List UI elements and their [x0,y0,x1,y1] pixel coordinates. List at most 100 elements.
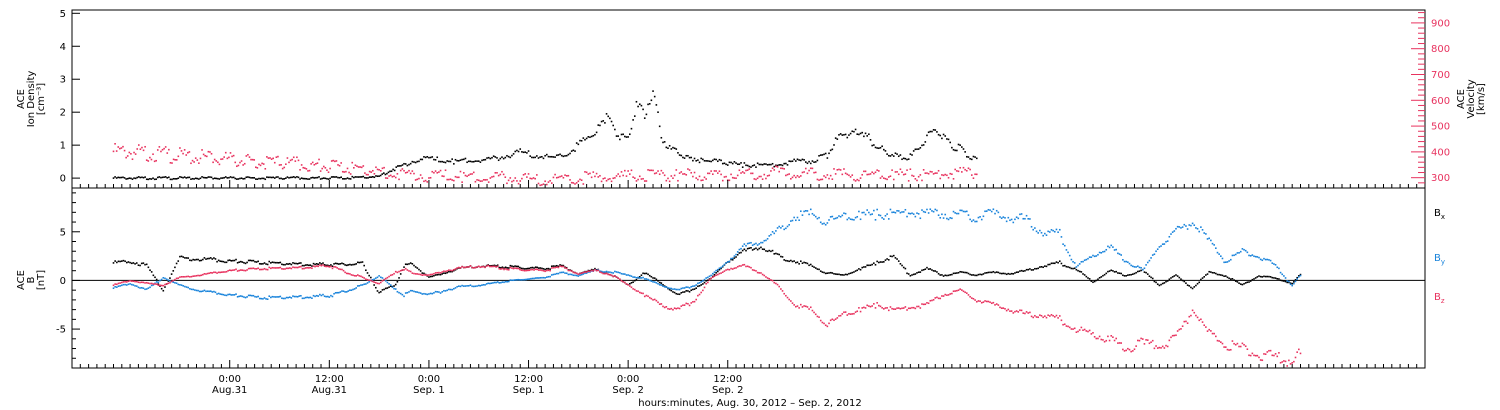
data-point [695,298,698,301]
data-point [582,183,585,185]
data-point [448,178,450,181]
data-point [492,265,494,268]
data-point [627,136,629,138]
data-point [985,210,988,212]
data-point [619,271,621,274]
data-point [633,177,636,179]
data-point [270,176,273,179]
data-point [311,297,313,300]
data-point [580,179,583,181]
data-point [1123,275,1126,277]
data-point [209,290,212,292]
data-point [1156,248,1159,250]
data-point [303,267,305,270]
data-point [808,308,810,310]
data-point [710,274,712,277]
data-point [493,281,496,284]
data-point [502,157,505,160]
data-point [775,230,777,232]
data-point [481,284,483,286]
data-point [1286,365,1289,367]
data-point [904,267,907,270]
data-point [743,162,746,164]
data-point [522,278,524,281]
data-point [617,173,619,175]
data-point [444,161,447,164]
data-point [851,313,854,315]
data-point [207,150,210,153]
data-point [516,149,518,152]
data-point [346,167,349,170]
data-point [881,261,883,263]
data-point [788,173,790,175]
data-point [272,176,274,179]
data-point [1072,328,1074,330]
data-point [970,174,973,176]
data-point [770,233,772,236]
bottom-left-axis-title: ACEB[nT] [16,270,47,290]
data-point [833,144,835,146]
data-point [559,271,561,274]
data-point [155,283,158,285]
data-point [652,169,654,172]
data-point [439,272,442,274]
data-point [952,210,955,213]
data-point [824,223,827,226]
data-point [1223,275,1225,278]
data-point [1039,229,1041,232]
data-point [648,103,651,105]
data-point [164,176,167,178]
data-point [604,271,606,273]
data-point [1224,275,1227,277]
data-point [474,285,477,288]
data-point [443,270,445,273]
data-point [194,275,196,277]
data-point [931,210,933,212]
data-point [1278,278,1280,280]
data-point [828,322,830,325]
data-point [798,176,800,178]
data-point [617,135,619,137]
data-point [858,268,860,270]
data-point [356,285,359,287]
data-point [479,284,482,287]
data-point [544,154,546,157]
data-point [823,322,825,325]
data-point [803,210,805,213]
data-point [931,171,933,173]
data-point [213,257,215,259]
data-point [1185,320,1187,323]
data-point [174,281,176,284]
data-point [1299,274,1302,277]
data-point [922,144,925,146]
data-point [873,144,875,146]
data-point [265,268,267,271]
data-point [292,156,295,159]
data-point [575,182,578,184]
x-tick-line2: Aug.31 [212,385,247,396]
data-point [509,266,512,269]
data-point [687,302,689,305]
data-point [856,269,859,272]
data-point [672,146,674,149]
data-point [753,269,756,272]
data-point [708,172,711,175]
data-point [894,308,897,310]
data-point [798,307,800,309]
data-point [710,170,712,172]
data-point [203,257,206,259]
right-tick-label: 900 [1431,18,1450,29]
x-tick-line1: 12:00 [315,374,344,385]
data-point [288,161,290,164]
data-point [811,265,814,268]
data-point [234,177,237,180]
data-point [428,274,430,276]
data-point [851,174,854,176]
data-point [688,169,691,171]
data-point [1035,267,1038,270]
left-tick-label: 2 [60,108,66,119]
data-point [640,104,643,107]
data-point [909,274,912,277]
data-point [780,288,782,290]
data-point [192,258,194,261]
